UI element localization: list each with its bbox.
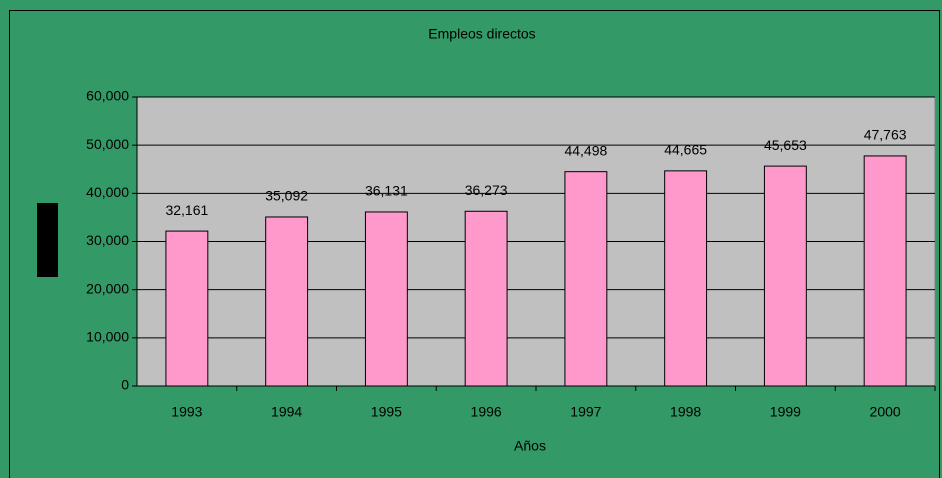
chart-border bbox=[9, 10, 940, 478]
data-label: 44,665 bbox=[664, 142, 707, 158]
x-tick-label: 1996 bbox=[471, 404, 502, 420]
chart-title: Empleos directos bbox=[428, 26, 535, 42]
y-tick-label: 0 bbox=[121, 377, 129, 393]
y-axis-label-box bbox=[37, 203, 58, 277]
bar bbox=[564, 171, 608, 387]
bar bbox=[265, 216, 309, 387]
x-tick-label: 1998 bbox=[670, 404, 701, 420]
x-tick-label: 1994 bbox=[271, 404, 302, 420]
x-tick-label: 2000 bbox=[870, 404, 901, 420]
y-tick-label: 10,000 bbox=[86, 329, 129, 345]
x-tick-label: 1993 bbox=[171, 404, 202, 420]
x-tick-label: 1997 bbox=[570, 404, 601, 420]
y-tick-label: 20,000 bbox=[86, 280, 129, 296]
bar bbox=[165, 230, 209, 387]
x-tick-label: 1995 bbox=[371, 404, 402, 420]
y-tick-label: 50,000 bbox=[86, 136, 129, 152]
data-label: 47,763 bbox=[864, 127, 907, 143]
data-label: 35,092 bbox=[265, 188, 308, 204]
x-axis-label: Años bbox=[514, 438, 546, 454]
data-label: 32,161 bbox=[165, 202, 208, 218]
bar bbox=[863, 155, 907, 387]
y-tick-label: 30,000 bbox=[86, 232, 129, 248]
y-tick-label: 40,000 bbox=[86, 184, 129, 200]
data-label: 45,653 bbox=[764, 137, 807, 153]
data-label: 44,498 bbox=[564, 142, 607, 158]
bar bbox=[763, 165, 807, 387]
bar bbox=[664, 170, 708, 387]
data-label: 36,273 bbox=[465, 182, 508, 198]
y-tick-label: 60,000 bbox=[86, 88, 129, 104]
bar bbox=[464, 210, 508, 387]
data-label: 36,131 bbox=[365, 183, 408, 199]
bar bbox=[364, 211, 408, 387]
x-tick-label: 1999 bbox=[770, 404, 801, 420]
